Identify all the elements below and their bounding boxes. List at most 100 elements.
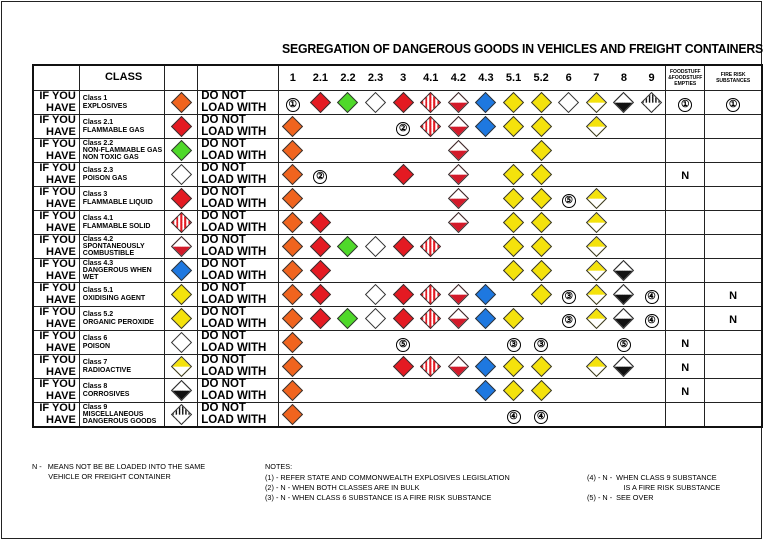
segregation-cell [499,114,528,139]
organic-peroxide-placard-icon [530,235,552,257]
organic-peroxide-placard-icon [530,211,552,233]
flammable-gas-placard-icon [309,211,331,233]
segregation-cell [334,162,362,187]
explosive-placard-icon [170,91,192,113]
segregation-cell [416,138,445,163]
segregation-cell [416,354,445,379]
foodstuff-cell: N [665,330,706,355]
header-blank [33,64,80,91]
segregation-cell [361,138,390,163]
class-name: POISON GAS [82,174,128,182]
foodstuff-cell [665,114,706,139]
class-number: Class 2.1 [82,119,114,127]
flammable-gas-placard-icon [309,283,331,305]
segregation-cell: ③ [554,282,583,307]
if-you-label: IF YOU [39,162,76,174]
load-with-label: LOAD WITH [201,101,267,114]
table-row: IF YOU HAVE Class 8 CORROSIVES DO NOT LOAD WI… [33,378,762,403]
corrosive-placard-icon [613,91,635,113]
if-you-have: IF YOU HAVE [33,90,80,115]
class-number: Class 5.1 [82,287,114,295]
if-you-have: IF YOU HAVE [33,258,80,283]
class-placard [164,258,199,283]
segregation-cell [472,354,500,379]
class-label: Class 8 CORROSIVES [79,378,166,403]
do-not-label: DO NOT [201,234,246,246]
fire-risk-cell [704,354,762,379]
non-flammable-gas-placard-icon [337,235,359,257]
fire-risk-cell [704,378,762,403]
segregation-cell [278,306,307,331]
if-you-label: IF YOU [39,114,76,126]
segregation-cell: ③ [499,330,528,355]
fire-risk-cell [704,234,762,259]
segregation-cell [610,186,638,211]
flammable-liquid-placard-icon [392,163,414,185]
segregation-cell [637,138,666,163]
class-label: Class 2.2 NON-FLAMMABLE GAS NON TOXIC GAS [79,138,166,163]
organic-peroxide-placard-icon [530,115,552,137]
if-you-have: IF YOU HAVE [33,138,80,163]
foodstuff-cell: N [665,378,706,403]
toxic-gas-placard-icon [364,91,387,113]
segregation-cell [554,234,583,259]
segregation-cell [637,330,666,355]
segregation-cell [278,114,307,139]
do-not-load-with: DO NOT LOAD WITH [197,258,279,283]
load-with-label: LOAD WITH [201,389,267,402]
poison-placard-icon [170,331,192,353]
segregation-cell: ⑤ [554,186,583,211]
segregation-cell: ④ [637,282,666,307]
flammable-liquid-placard-icon [392,307,414,329]
table-row: IF YOU HAVE Class 4.3 DANGEROUS WHEN WET DO … [33,258,762,283]
dangerous-when-wet-placard-icon [170,259,192,281]
header-column-7: 7 [582,64,611,91]
segregation-cell [610,90,638,115]
radioactive-placard-icon [585,355,607,377]
note-marker: ① [726,97,741,112]
segregation-cell [610,138,638,163]
segregation-cell [334,210,362,235]
do-not-load-with: DO NOT LOAD WITH [197,378,279,403]
if-you-label: IF YOU [39,306,76,318]
segregation-cell [361,114,390,139]
corrosive-placard-icon [613,259,635,281]
flammable-liquid-placard-icon [392,283,414,305]
segregation-cell [306,402,335,428]
segregation-cell: ③ [554,306,583,331]
segregation-cell [444,138,473,163]
segregation-cell [637,210,666,235]
table-row: IF YOU HAVE Class 9 MISCELLANEOUS DANGEROUS… [33,402,762,428]
class-name: SPONTANEOUSLY COMBUSTIBLE [82,242,145,258]
segregation-table: CLASS 1 2.1 2.2 2.3 3 4.1 4.2 4.3 5.1 5.2 6 7 8 9 FOOD… [32,64,763,428]
organic-peroxide-placard-icon [530,163,552,185]
segregation-cell [361,186,390,211]
class-label: Class 4.1 FLAMMABLE SOLID [79,210,166,235]
segregation-cell [472,330,500,355]
segregation-cell [306,210,335,235]
organic-peroxide-placard-icon [530,355,552,377]
if-you-have: IF YOU HAVE [33,378,80,403]
table-row: IF YOU HAVE Class 4.2 SPONTANEOUSLY COMBUST… [33,234,762,259]
segregation-cell [610,282,638,307]
segregation-cell [554,258,583,283]
have-label: HAVE [46,149,76,162]
segregation-cell [582,306,611,331]
explosive-placard-icon [282,283,304,305]
segregation-cell [306,114,335,139]
segregation-cell [278,330,307,355]
segregation-cell: ⑤ [389,330,417,355]
segregation-cell [389,402,417,428]
note-marker: ③ [506,337,521,352]
segregation-cell [637,354,666,379]
oxidizing-agent-placard-icon [502,211,525,233]
note-1: (1) - REFER STATE AND COMMONWEALTH EXPLO… [265,473,510,482]
radioactive-placard-icon [585,307,607,329]
load-with-label: LOAD WITH [201,197,267,210]
class-number: Class 4.3 [82,259,114,267]
foodstuff-cell [665,234,706,259]
flammable-solid-placard-icon [420,235,442,257]
radioactive-placard-icon [585,115,607,137]
header-column-3: 3 [389,64,417,91]
explosive-placard-icon [282,307,304,329]
